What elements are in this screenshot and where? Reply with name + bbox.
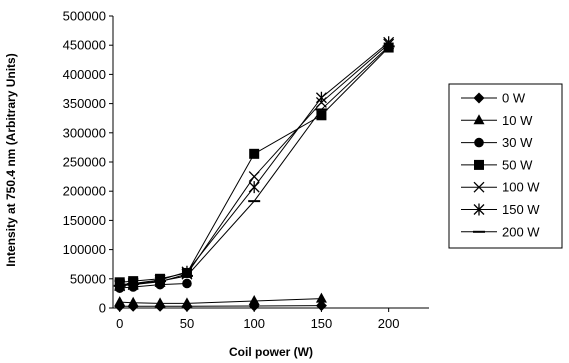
series-200-w — [113, 45, 395, 287]
legend-marker — [473, 114, 485, 125]
series-50-w — [114, 42, 394, 288]
x-tick-label: 150 — [311, 316, 333, 331]
data-point — [316, 110, 327, 121]
legend-item: 150 W — [461, 202, 540, 217]
data-point — [248, 181, 260, 194]
y-tick-label: 250000 — [63, 155, 106, 170]
data-point — [248, 171, 260, 183]
legend-item: 30 W — [461, 135, 533, 150]
legend: 0 W 10 W 30 W 50 W 100 W 150 W 200 W — [448, 83, 563, 249]
data-point — [249, 148, 260, 159]
y-tick-label: 350000 — [63, 96, 106, 111]
series-line — [119, 43, 389, 287]
x-tick-label: 50 — [180, 316, 194, 331]
series-line — [119, 298, 322, 304]
legend-label: 0 W — [502, 91, 526, 106]
y-tick-label: 200000 — [63, 184, 106, 199]
legend-marker — [474, 159, 484, 170]
data-point — [154, 273, 166, 286]
legend-item: 200 W — [461, 224, 540, 239]
legend-label: 150 W — [502, 202, 540, 217]
y-tick-label: 150000 — [63, 213, 106, 228]
legend-item: 0 W — [461, 91, 526, 106]
data-point — [114, 296, 126, 307]
series-line — [119, 305, 322, 307]
legend-box — [448, 83, 563, 249]
series-150-w — [114, 36, 395, 291]
legend-marker — [474, 137, 484, 148]
legend-marker — [473, 92, 485, 104]
legend-item: 10 W — [461, 113, 533, 128]
legend-label: 200 W — [502, 224, 540, 239]
data-point — [315, 292, 327, 303]
y-tick-label: 400000 — [63, 67, 106, 82]
legend-item: 100 W — [461, 180, 540, 195]
x-tick-label: 0 — [116, 316, 123, 331]
series-layer — [113, 36, 395, 312]
chart-axes — [112, 16, 429, 309]
data-point — [181, 297, 193, 308]
series-10-w — [114, 292, 327, 308]
y-tick-label: 0 — [99, 301, 106, 316]
y-tick-label: 300000 — [63, 125, 106, 140]
data-point — [248, 294, 260, 305]
y-axis-title: Intensity at 750.4 nm (Arbitrary Units) — [4, 53, 18, 266]
x-axis-title: Coil power (W) — [229, 345, 313, 359]
legend-label: 100 W — [502, 180, 540, 195]
y-axis-ticks: 0 50000 100000 150000 200000 250000 300000 3500… — [63, 9, 113, 316]
data-point — [182, 278, 192, 289]
x-tick-label: 200 — [378, 316, 400, 331]
series-line — [119, 47, 390, 283]
series-100-w — [114, 38, 395, 292]
legend-marker — [473, 181, 485, 193]
legend-item: 50 W — [461, 157, 533, 172]
y-tick-label: 450000 — [63, 38, 106, 53]
legend-label: 10 W — [502, 113, 533, 128]
x-axis-ticks: 0 50 100 150 200 — [116, 308, 400, 331]
y-tick-label: 100000 — [63, 242, 106, 257]
data-point — [127, 296, 139, 307]
data-point — [114, 278, 126, 291]
y-tick-label: 50000 — [70, 271, 106, 286]
data-point — [315, 300, 327, 312]
legend-label: 50 W — [502, 157, 533, 172]
legend-marker — [473, 203, 485, 216]
x-tick-label: 100 — [243, 316, 265, 331]
legend-label: 30 W — [502, 135, 533, 150]
y-tick-label: 500000 — [63, 9, 106, 24]
series-line — [119, 282, 187, 289]
data-point — [315, 91, 327, 104]
series-line — [119, 46, 390, 287]
data-point — [154, 297, 166, 308]
